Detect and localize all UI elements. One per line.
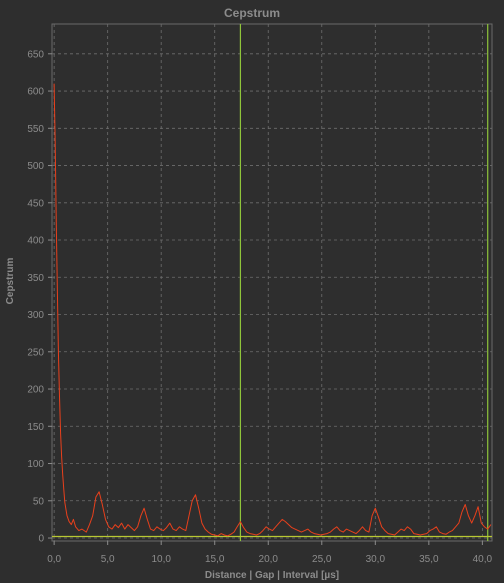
- plot-area: 0 50 100 150 200 250 300 350 400 450 500 550 600 650 0…: [27, 23, 493, 565]
- x-tick-label: 10,0: [151, 554, 171, 565]
- x-tick-label: 20,0: [259, 554, 279, 565]
- x-tick-label: 30,0: [366, 554, 386, 565]
- y-tick-label: 200: [27, 385, 44, 396]
- chart-title: Cepstrum: [224, 6, 280, 20]
- y-tick-label: 550: [27, 124, 44, 135]
- y-tick-label: 600: [27, 87, 44, 98]
- y-tick-label: 50: [33, 496, 45, 507]
- y-tick-label: 450: [27, 198, 44, 209]
- y-tick-label: 100: [27, 459, 44, 470]
- y-tick-label: 500: [27, 161, 44, 172]
- y-axis-title: Cepstrum: [5, 258, 16, 305]
- y-tick-label: 250: [27, 347, 44, 358]
- x-tick-label: 5,0: [101, 554, 115, 565]
- x-tick-label: 40,0: [473, 554, 493, 565]
- x-tick-label: 15,0: [205, 554, 225, 565]
- plot-frame: [51, 23, 493, 542]
- series-line: [53, 83, 492, 537]
- x-tick-label: 35,0: [419, 554, 439, 565]
- y-tick-label: 0: [38, 534, 44, 545]
- y-tick-label: 400: [27, 236, 44, 247]
- x-tick-label: 25,0: [312, 554, 332, 565]
- x-axis-title: Distance | Gap | Interval [µs]: [205, 570, 339, 581]
- y-tick-label: 650: [27, 49, 44, 60]
- y-tick-label: 350: [27, 273, 44, 284]
- x-tick-label: 0,0: [47, 554, 61, 565]
- y-tick-label: 150: [27, 422, 44, 433]
- y-tick-label: 300: [27, 310, 44, 321]
